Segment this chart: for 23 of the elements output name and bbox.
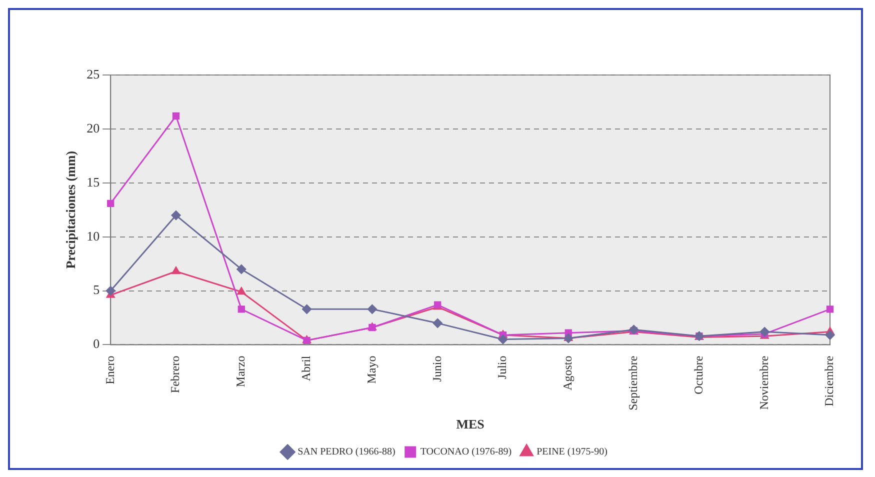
legend-label: SAN PEDRO (1966-88) bbox=[298, 446, 396, 458]
x-axis-title: MES bbox=[456, 416, 484, 432]
x-tick-label: Junio bbox=[430, 356, 444, 382]
x-tick-label: Septiembre bbox=[626, 356, 640, 410]
y-tick-label: 5 bbox=[93, 282, 100, 298]
y-tick-label: 0 bbox=[93, 336, 100, 352]
x-tick-label: Febrero bbox=[168, 356, 182, 394]
x-tick-label: Agosto bbox=[560, 356, 575, 390]
x-tick-label: Noviembre bbox=[756, 356, 771, 410]
legend-label: TOCONAO (1976-89) bbox=[420, 446, 512, 458]
x-tick-label: Marzo bbox=[234, 356, 248, 388]
x-tick-label: Julio bbox=[495, 356, 510, 380]
y-tick-label: 15 bbox=[86, 174, 100, 190]
x-tick-label: Enero bbox=[102, 356, 117, 384]
y-tick-label: 25 bbox=[86, 66, 100, 82]
legend-label: PEINE (1975-90) bbox=[536, 446, 608, 458]
y-axis-title: Precipitaciones (mm) bbox=[63, 150, 78, 269]
x-tick-label: Mayo bbox=[364, 356, 378, 384]
y-tick-label: 10 bbox=[86, 228, 100, 244]
x-tick-label: Abril bbox=[298, 355, 313, 382]
x-tick-label: Diciembre bbox=[822, 356, 836, 406]
x-tick-label: Octubre bbox=[691, 356, 706, 394]
y-tick-label: 20 bbox=[86, 120, 100, 136]
